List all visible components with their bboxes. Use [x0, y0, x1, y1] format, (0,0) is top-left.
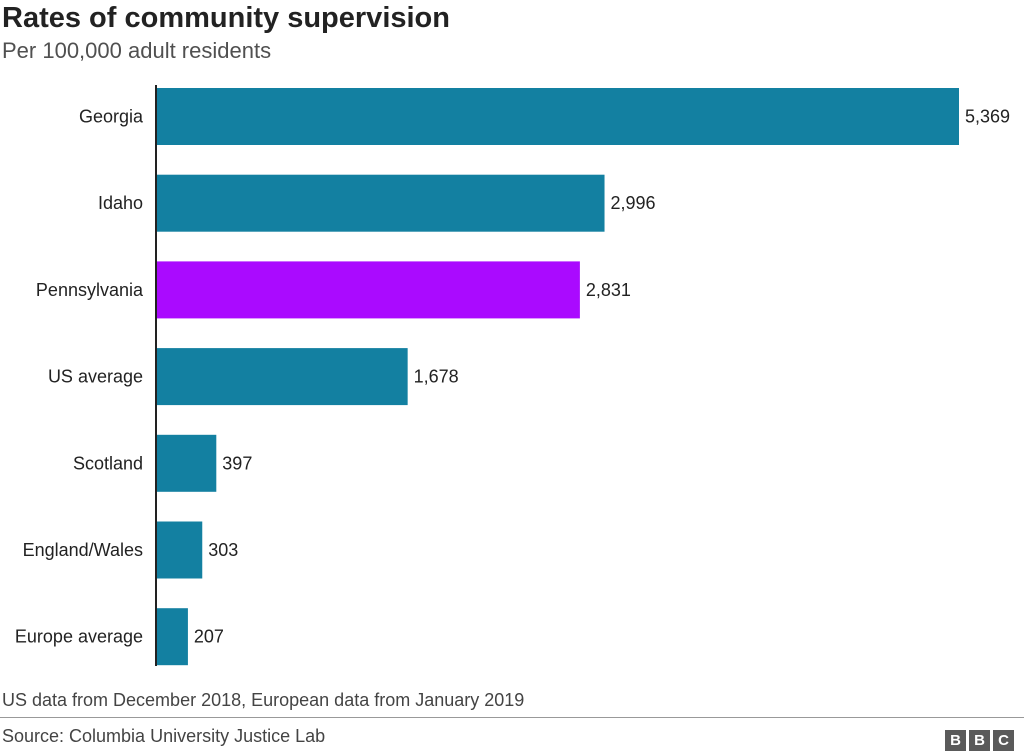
bar-georgia: [157, 88, 959, 145]
bar-europe-average: [157, 608, 188, 666]
category-label: Scotland: [73, 453, 143, 473]
value-label: 1,678: [414, 367, 459, 387]
chart-title: Rates of community supervision: [2, 2, 450, 34]
category-label: US average: [48, 367, 143, 387]
logo-letter: B: [945, 730, 966, 751]
category-label: Pennsylvania: [36, 280, 144, 300]
value-label: 207: [194, 627, 224, 647]
value-label: 2,831: [586, 280, 631, 300]
logo-letter: B: [969, 730, 990, 751]
category-label: Georgia: [79, 107, 144, 127]
chart-subtitle: Per 100,000 adult residents: [2, 38, 272, 63]
value-label: 2,996: [611, 193, 656, 213]
category-label: Europe average: [15, 627, 143, 647]
bar-pennsylvania: [157, 261, 580, 319]
category-label: England/Wales: [23, 540, 143, 560]
value-label: 303: [208, 540, 238, 560]
bar-england-wales: [157, 521, 203, 579]
logo-letter: C: [993, 730, 1014, 751]
bar-chart: Georgia 5,369 Idaho 2,996 Pennsylvania 2,831 U…: [15, 85, 1010, 666]
bar-us-average: [157, 348, 408, 406]
data-note: US data from December 2018, European dat…: [2, 690, 525, 710]
value-label: 397: [222, 453, 252, 473]
category-label: Idaho: [98, 193, 143, 213]
value-label: 5,369: [965, 107, 1010, 127]
bar-scotland: [157, 434, 217, 492]
source-text: Source: Columbia University Justice Lab: [2, 726, 326, 746]
footer-divider: [0, 717, 1024, 718]
bbc-logo: B B C: [945, 730, 1014, 751]
bar-idaho: [157, 174, 605, 232]
